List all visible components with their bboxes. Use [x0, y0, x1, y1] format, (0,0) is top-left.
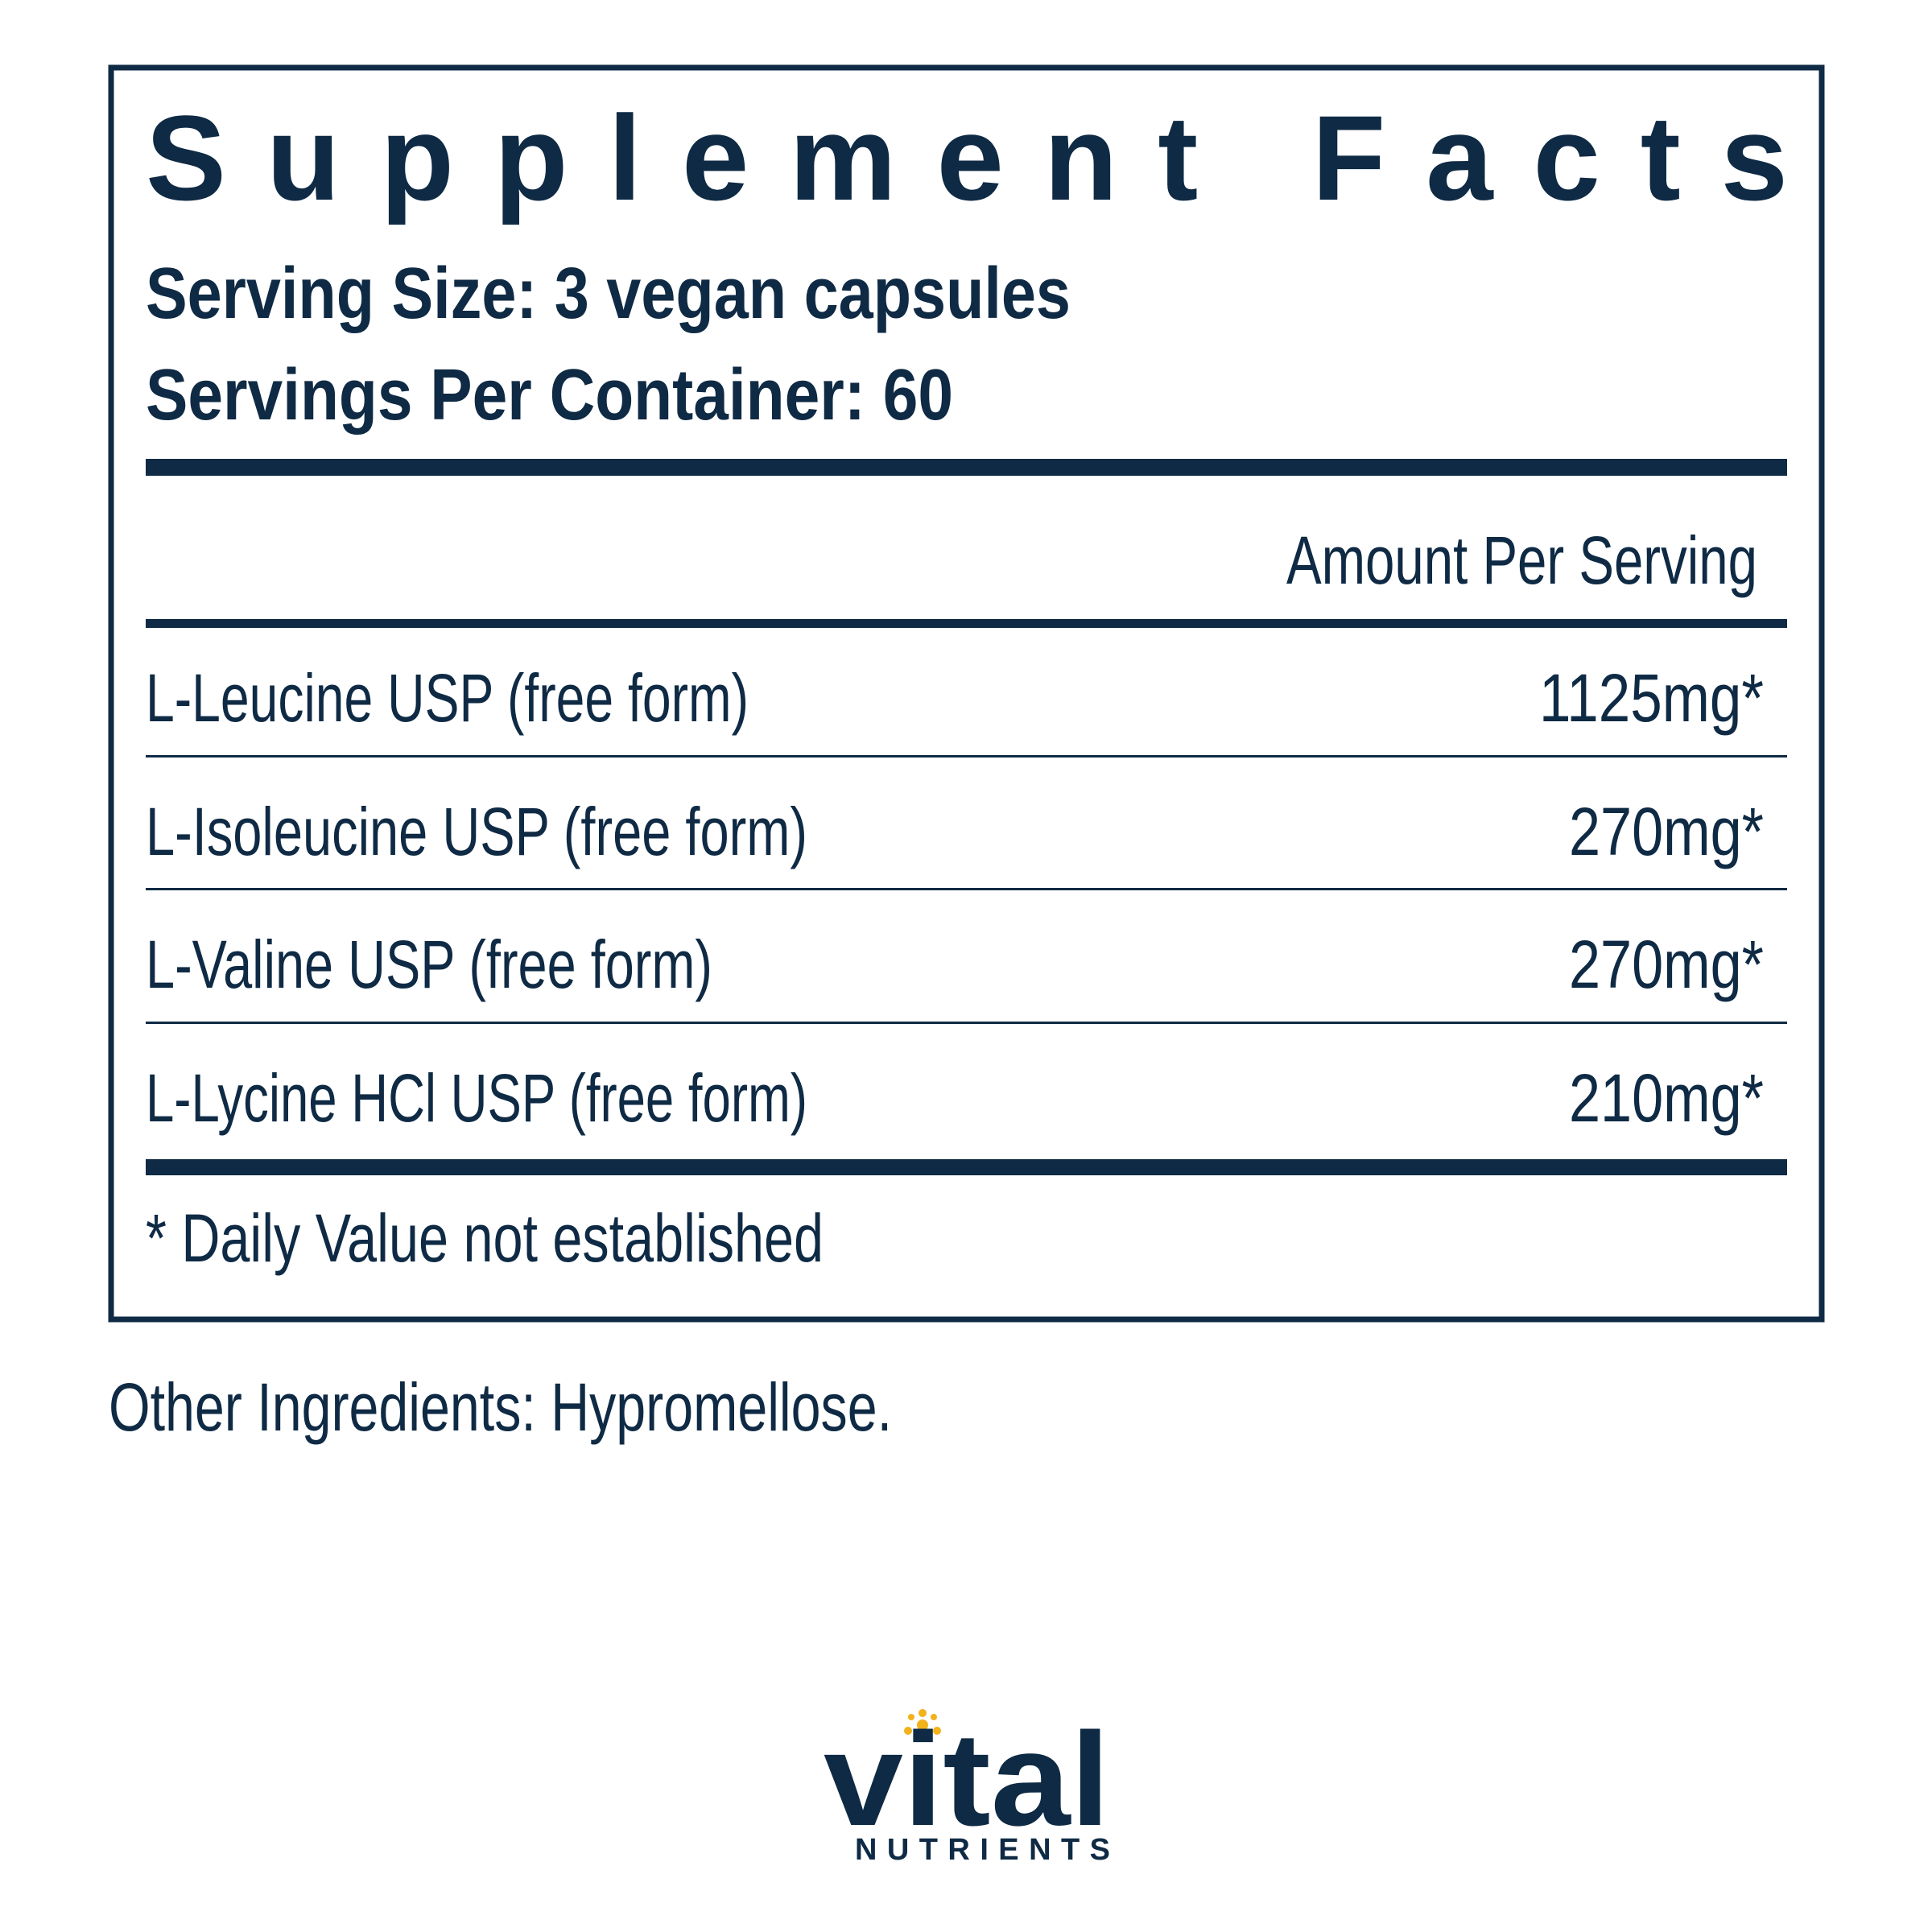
- sun-icon: [904, 1709, 941, 1735]
- servings-per-container: Servings Per Container: 60: [146, 355, 953, 436]
- ingredient-rows: L-Leucine USP (free form) 1125mg* L-Isoleu…: [146, 660, 1787, 1136]
- facts-box: [108, 64, 1825, 1323]
- ingredient-amount: 270mg*: [1569, 927, 1764, 1002]
- ingredient-name: L-Valine USP (free form): [146, 927, 712, 1002]
- serving-size: Serving Size: 3 vegan capsules: [146, 254, 1071, 334]
- medium-rule: [146, 619, 1787, 628]
- ingredient-amount: 210mg*: [1569, 1060, 1764, 1136]
- row-rule: [146, 888, 1787, 890]
- brand-name: vital: [824, 1705, 1110, 1853]
- title: Supplement Facts: [146, 90, 1788, 225]
- row-rule: [146, 1022, 1787, 1024]
- ingredient-name: L-Leucine USP (free form): [146, 660, 749, 736]
- row-rule: [146, 755, 1787, 758]
- ingredient-name: L-Isoleucine USP (free form): [146, 794, 807, 869]
- amount-header: Amount Per Serving: [1286, 522, 1757, 598]
- brand-subtitle: NUTRIENTS: [855, 1833, 1110, 1867]
- footnote: * Daily Value not established: [146, 1200, 824, 1276]
- other-ingredients: Other Ingredients: Hypromellose.: [109, 1369, 892, 1445]
- ingredient-name: L-Lycine HCl USP (free form): [146, 1060, 807, 1136]
- ingredient-amount: 1125mg*: [1539, 660, 1764, 736]
- logo: vital NUTRIENTS: [824, 1705, 1110, 1867]
- thick-rule: [146, 459, 1787, 476]
- ingredient-amount: 270mg*: [1569, 794, 1764, 869]
- thick-rule: [146, 1159, 1787, 1175]
